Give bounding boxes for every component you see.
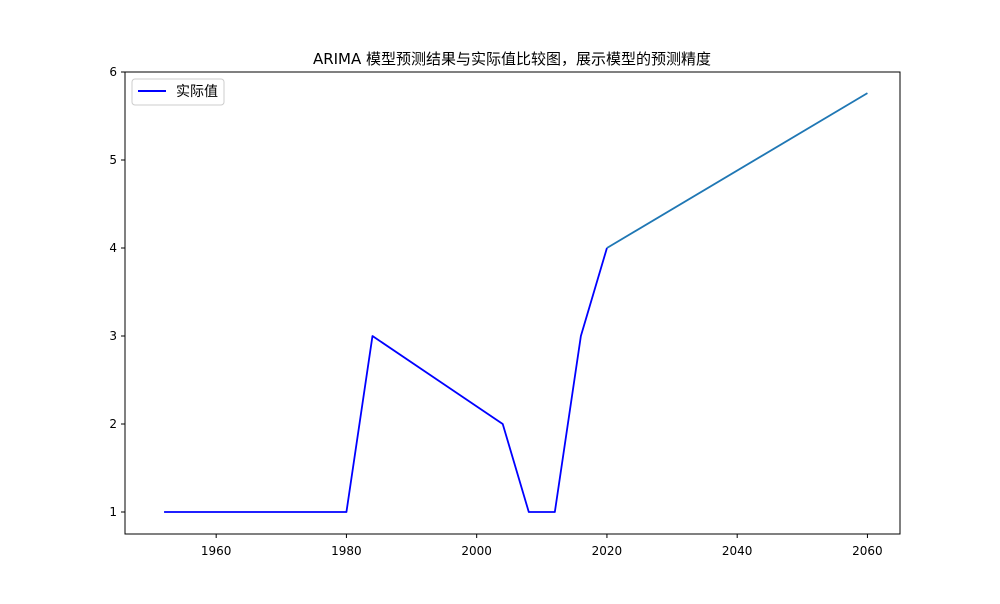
legend-label: 实际值 xyxy=(176,84,218,100)
y-tick-label: 3 xyxy=(109,329,117,343)
x-tick-label: 2040 xyxy=(722,544,753,558)
x-tick-label: 2000 xyxy=(461,544,492,558)
plot-frame xyxy=(124,71,901,535)
x-tick-label: 1980 xyxy=(331,544,362,558)
y-tick-label: 5 xyxy=(109,153,117,167)
series-line-actual xyxy=(164,247,608,513)
series-layer xyxy=(164,92,868,513)
y-tick-label: 2 xyxy=(109,417,117,431)
legend-box xyxy=(131,78,225,106)
legend: 实际值 xyxy=(131,78,225,106)
series-line-forecast xyxy=(606,92,868,249)
y-tick-label: 6 xyxy=(109,65,117,79)
chart-title: ARIMA 模型预测结果与实际值比较图，展示模型的预测精度 xyxy=(313,50,711,68)
y-tick-label: 1 xyxy=(109,505,117,519)
x-tick-label: 2020 xyxy=(592,544,623,558)
x-tick-label: 1960 xyxy=(201,544,232,558)
x-axis: 1960 1980 2000 2020 2040 2060 xyxy=(201,534,883,558)
y-axis: 1 2 3 4 5 6 xyxy=(109,65,125,519)
x-tick-label: 2060 xyxy=(852,544,883,558)
y-tick-label: 4 xyxy=(109,241,117,255)
